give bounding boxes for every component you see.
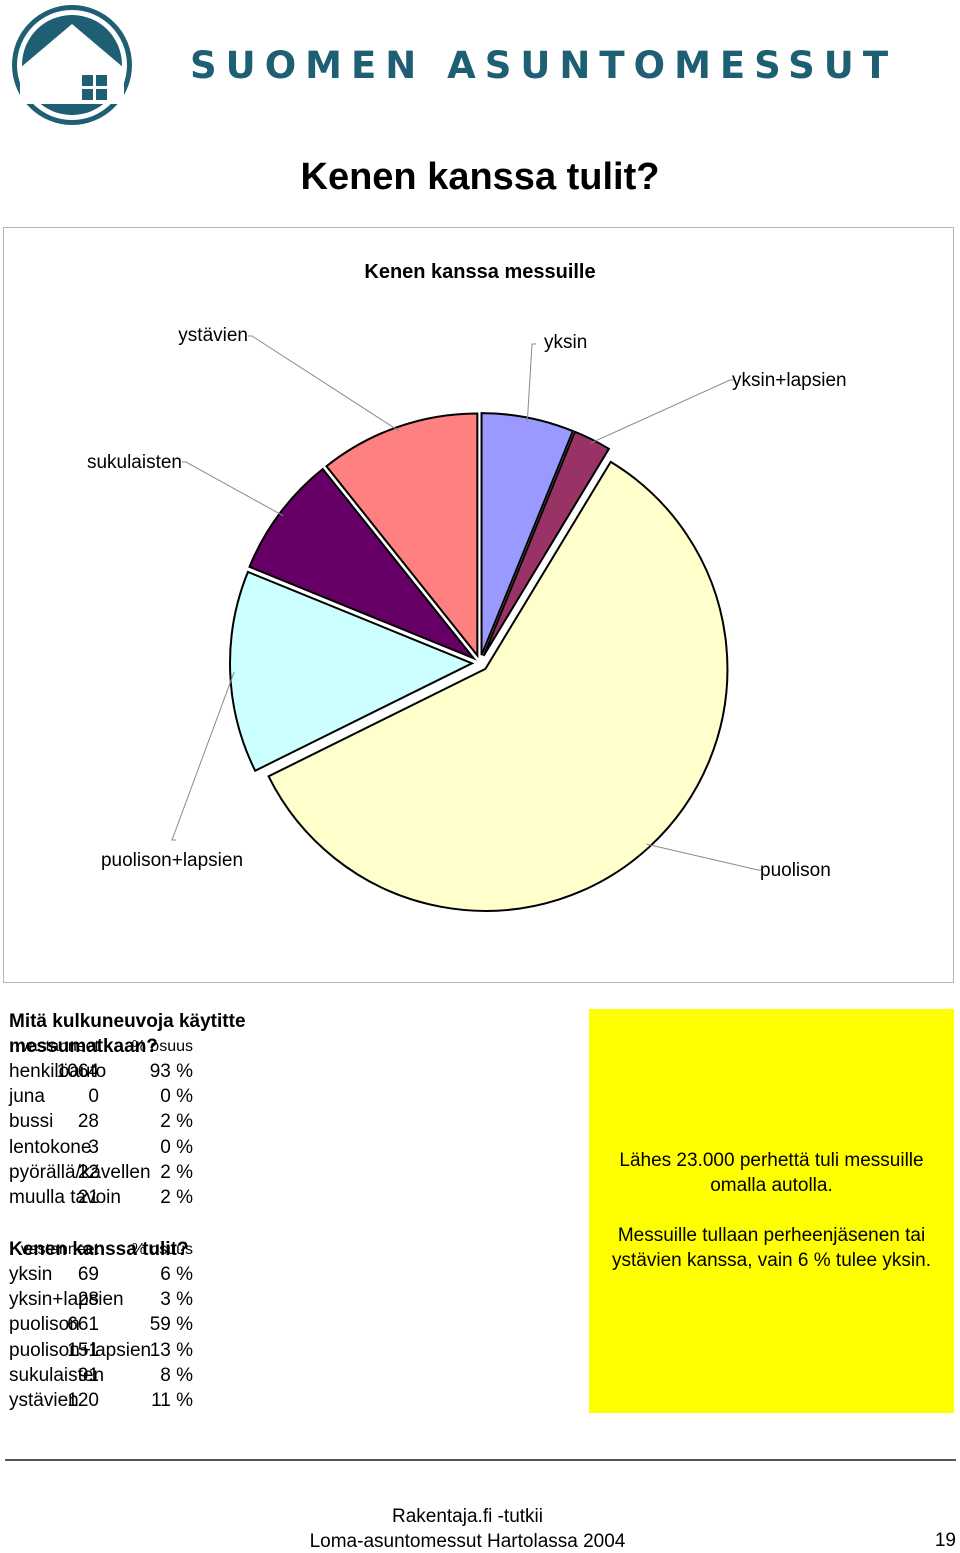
transport-table: Mitä kulkuneuvoja käytitte messumatkaan?… <box>0 1009 589 1209</box>
row-label: bussi <box>9 1111 54 1133</box>
row-count: 28 <box>77 1111 99 1133</box>
row-label: lentokone <box>9 1136 92 1158</box>
pie-slice-sukulaisten <box>248 467 477 661</box>
slice-label: ystävien <box>178 325 248 346</box>
row-count: 151 <box>67 1339 99 1361</box>
row-pct: 11 % <box>151 1390 193 1411</box>
row-label: juna <box>9 1086 45 1108</box>
row-pct: 0 % <box>160 1136 193 1158</box>
row-label: ystävien <box>9 1390 79 1411</box>
column-header-count: vastanneet <box>20 1038 99 1055</box>
row-pct: 8 % <box>160 1364 193 1386</box>
slice-label: yksin <box>544 332 587 353</box>
leader-line <box>590 379 734 444</box>
row-count: 3 <box>88 1136 99 1158</box>
leader-line <box>526 343 536 422</box>
page-title: Kenen kanssa tulit? <box>300 156 660 198</box>
transport-title-line2: messumatkaan? <box>9 1036 158 1057</box>
row-count: 22 <box>77 1161 99 1183</box>
row-label: sukulaisten <box>9 1364 105 1386</box>
pie-chart-svg: Kenen kanssa messuille yksin yksin+lapsie… <box>87 261 847 912</box>
company-table: Kenen kanssa tulit? vastanneet % osuus y… <box>0 1237 589 1417</box>
row-count: 28 <box>77 1289 99 1311</box>
column-header-count: vastanneet <box>20 1241 99 1258</box>
brand-name: SUOMEN ASUNTOMESSUT <box>190 44 898 87</box>
column-header-pct: % osuus <box>131 1038 193 1055</box>
row-count: 21 <box>77 1187 99 1208</box>
row-label: muulla tavoin <box>9 1187 121 1208</box>
row-pct: 59 % <box>149 1314 193 1336</box>
row-pct: 3 % <box>160 1289 193 1311</box>
row-label: henkilöauto <box>9 1061 107 1082</box>
asuntomessut-logo-icon <box>12 5 132 125</box>
row-pct: 13 % <box>149 1339 193 1361</box>
note-line: Lähes 23.000 perhettä tuli messuille <box>619 1150 924 1171</box>
leader-line <box>171 671 235 841</box>
row-count: 661 <box>67 1314 99 1336</box>
chart-title: Kenen kanssa messuille <box>364 261 595 283</box>
row-count: 0 <box>88 1086 99 1108</box>
row-count: 91 <box>77 1364 99 1386</box>
pie-slice-yst-vien <box>325 412 479 659</box>
slice-label: puolison <box>760 860 831 881</box>
row-pct: 2 % <box>160 1187 193 1208</box>
transport-title-line1: Mitä kulkuneuvoja käytitte <box>9 1011 246 1032</box>
footer-line-2: Loma-asuntomessut Hartolassa 2004 <box>309 1531 626 1552</box>
leader-line <box>182 461 284 517</box>
row-count: 120 <box>67 1390 99 1411</box>
slice-label: yksin+lapsien <box>732 370 847 391</box>
row-count: 69 <box>77 1264 99 1285</box>
pie-slice-puolison <box>267 460 729 912</box>
row-pct: 0 % <box>160 1086 193 1108</box>
row-pct: 2 % <box>160 1161 193 1183</box>
page-number: 19 <box>934 1530 956 1551</box>
row-pct: 93 % <box>149 1061 193 1082</box>
row-label: yksin <box>9 1264 53 1285</box>
pie-slice-yksin <box>480 412 575 656</box>
row-label: puolison <box>9 1314 80 1336</box>
footer-line-1: Rakentaja.fi -tutkii <box>391 1506 543 1527</box>
pie-slice-yksin-lapsien <box>482 430 611 657</box>
summary-note: Lähes 23.000 perhettä tuli messuille oma… <box>589 1009 954 1413</box>
column-header-pct: % osuus <box>131 1241 193 1258</box>
note-line: omalla autolla. <box>710 1175 833 1196</box>
slice-label: puolison+lapsien <box>101 850 243 871</box>
pie-slice-puolison-lapsien <box>229 570 475 773</box>
footer-divider <box>5 1459 956 1461</box>
note-line: ystävien kanssa, vain 6 % tulee yksin. <box>612 1250 931 1271</box>
leader-line <box>248 335 400 432</box>
company-title: Kenen kanssa tulit? <box>9 1239 189 1260</box>
row-label: puolison+lapsien <box>9 1339 152 1361</box>
note-line: Messuille tullaan perheenjäsenen tai <box>617 1225 926 1246</box>
row-pct: 6 % <box>160 1264 193 1285</box>
slice-label: sukulaisten <box>87 452 182 473</box>
pie-chart: Kenen kanssa messuille yksin yksin+lapsie… <box>3 227 954 983</box>
leader-line <box>646 843 762 871</box>
row-pct: 2 % <box>160 1111 193 1133</box>
row-count: 1064 <box>56 1061 99 1082</box>
row-label: yksin+lapsien <box>9 1289 124 1311</box>
row-label: pyörällä/kävellen <box>9 1161 151 1183</box>
